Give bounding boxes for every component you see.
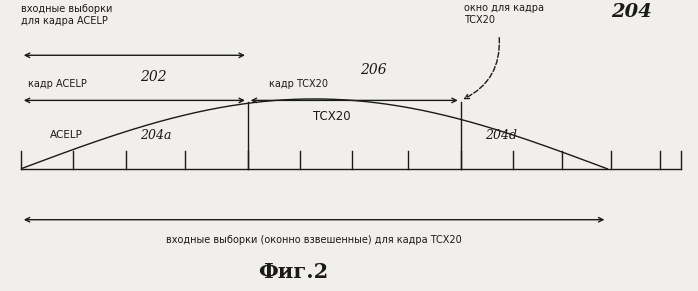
Text: ACELP: ACELP	[50, 130, 83, 140]
Text: 204a: 204a	[140, 129, 171, 142]
Text: окно для кадра
TCX20: окно для кадра TCX20	[464, 3, 544, 24]
Text: 204d: 204d	[485, 129, 517, 142]
Text: входные выборки
для кадра ACELP: входные выборки для кадра ACELP	[21, 4, 112, 26]
Text: Фиг.2: Фиг.2	[258, 262, 328, 282]
Text: 202: 202	[140, 70, 167, 84]
Text: 204: 204	[611, 3, 652, 21]
Text: 206: 206	[360, 63, 387, 77]
Text: TCX20: TCX20	[313, 110, 350, 123]
Text: кадр TCX20: кадр TCX20	[269, 79, 328, 89]
Text: входные выборки (оконно взвешенные) для кадра TCX20: входные выборки (оконно взвешенные) для …	[166, 235, 462, 245]
Text: кадр ACELP: кадр ACELP	[28, 79, 87, 89]
